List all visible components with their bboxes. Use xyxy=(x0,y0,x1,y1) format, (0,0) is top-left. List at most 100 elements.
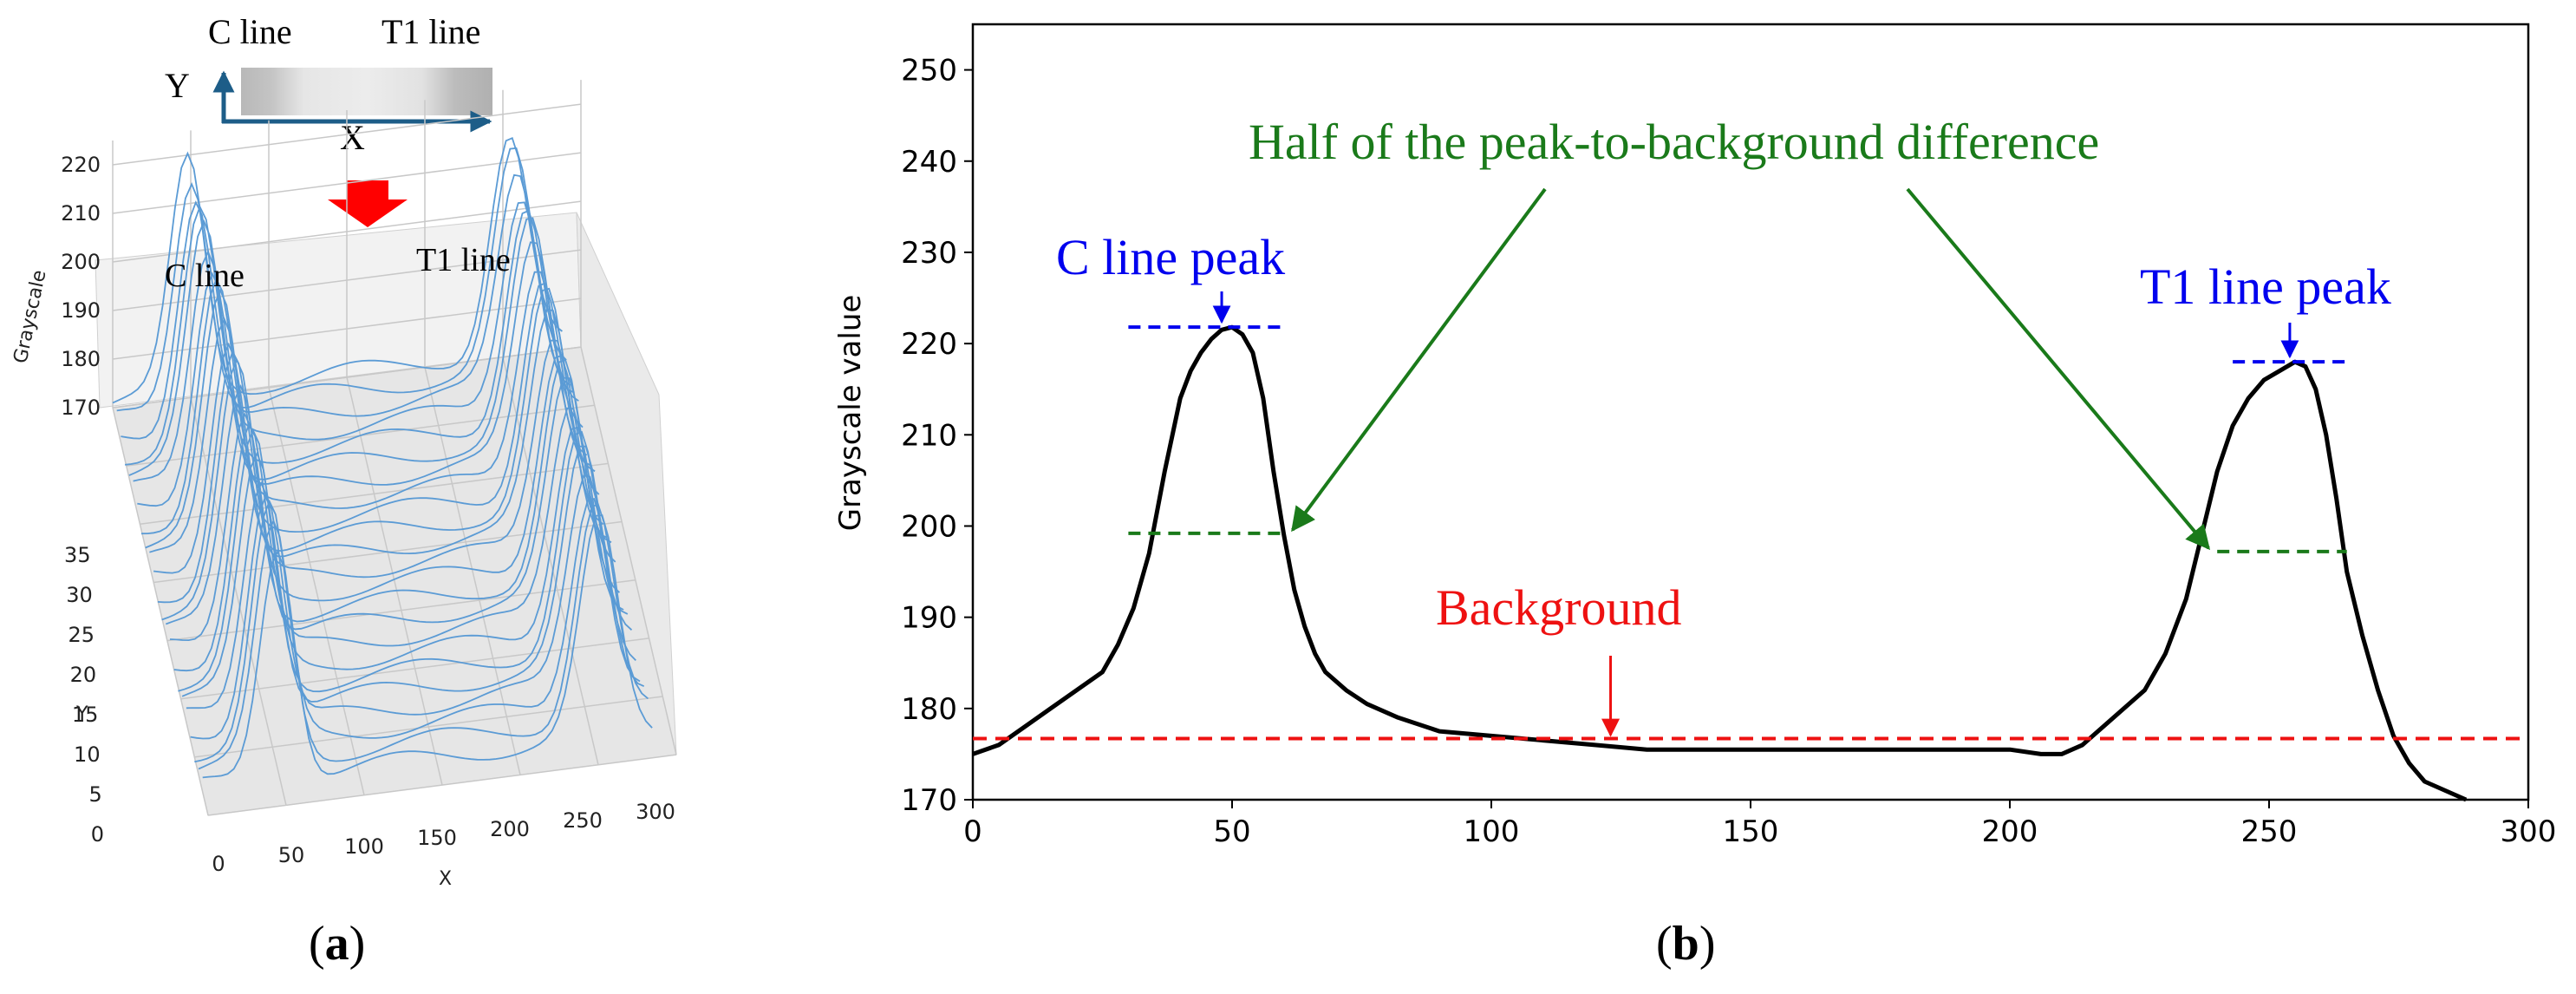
grid-line xyxy=(194,696,663,758)
axis-tick-label: 300 xyxy=(636,800,675,824)
axis-tick-label: 35 xyxy=(64,543,91,567)
y-tick-label: 240 xyxy=(901,145,957,180)
axis-tick-label: 30 xyxy=(66,583,93,607)
x-tick-label: 0 xyxy=(963,814,982,849)
grayscale-profile-line xyxy=(972,324,2468,802)
axis-tick-label: 15 xyxy=(72,703,99,727)
background-annotation: Background xyxy=(1436,579,1682,636)
y-tick-label: 170 xyxy=(901,783,957,818)
surface-profile-line xyxy=(161,354,612,621)
surface-profile-line xyxy=(125,201,575,466)
grayscale-surface xyxy=(112,136,653,779)
surface-profile-line xyxy=(128,209,579,476)
surface-3d-plot: C line T1 line Grayscale Y X 170 180 190 20… xyxy=(10,80,677,890)
x-tick-label: 200 xyxy=(1982,814,2038,849)
surface-profile-line xyxy=(157,339,608,604)
c-half-arrow xyxy=(1291,187,1547,533)
surface-profile-line xyxy=(116,147,567,412)
grid-line xyxy=(166,579,636,642)
axis-tick-label: 50 xyxy=(278,843,305,867)
x-tick-label: 250 xyxy=(2241,814,2298,849)
test-strip-image xyxy=(241,68,492,115)
plot-c-line-label: C line xyxy=(165,258,245,294)
half-annotation: Half of the peak-to-background differenc… xyxy=(1249,114,2099,170)
grid-line xyxy=(180,638,649,700)
surface-profile-line xyxy=(178,426,629,692)
surface-profile-line xyxy=(190,474,641,740)
y-tick-label: 210 xyxy=(901,418,957,453)
grid-line xyxy=(190,397,287,806)
panel-a: C line T1 line Y X C line T1 line Graysc… xyxy=(10,12,677,971)
strip-c-line-label: C line xyxy=(208,12,292,51)
axis-tick-label: 250 xyxy=(563,808,603,833)
surface-profile-line xyxy=(169,376,621,642)
y-tick-label: 190 xyxy=(901,601,957,636)
x-tick-label: 300 xyxy=(2501,814,2557,849)
axis-tick-label: 20 xyxy=(70,663,97,687)
plot-t1-line-label: T1 line xyxy=(416,242,511,278)
axis-tick-label: 150 xyxy=(417,826,457,850)
y-axis-label: Y xyxy=(75,703,88,725)
x-tick-label: 100 xyxy=(1464,814,1520,849)
surface-profile-line xyxy=(133,217,584,482)
y-tick-label: 200 xyxy=(901,509,957,544)
z-axis-label: Grayscale xyxy=(10,268,50,365)
axis-tick-label: 200 xyxy=(490,817,530,841)
grid-line xyxy=(112,152,582,214)
surface-profile-line xyxy=(198,503,649,770)
surface-profile-line xyxy=(181,430,633,697)
grid-line xyxy=(112,298,582,360)
strip-y-axis-label: Y xyxy=(165,66,190,105)
red-down-arrow-icon xyxy=(328,180,408,227)
x-axis-label: X xyxy=(439,868,452,890)
y-tick-label: 250 xyxy=(901,54,957,88)
y-tick-label: 220 xyxy=(901,327,957,362)
c-peak-annotation: C line peak xyxy=(1056,229,1285,285)
grid-line xyxy=(580,346,677,755)
axis-tick-label: 0 xyxy=(91,822,104,847)
surface-profile-line xyxy=(112,136,563,404)
surface-profile-line xyxy=(173,407,624,672)
strip-t1-line-label: T1 line xyxy=(382,12,480,51)
surface-profile-line xyxy=(194,497,645,763)
y-axis-title: Grayscale value xyxy=(833,295,868,532)
axis-tick-label: 190 xyxy=(61,298,101,323)
t1-half-arrow xyxy=(1906,187,2211,551)
strip-x-axis-label: X xyxy=(340,118,365,157)
grid-line xyxy=(112,200,582,263)
grid-line xyxy=(268,387,365,795)
surface-profile-line xyxy=(153,309,604,574)
surface-profile-line xyxy=(186,445,636,710)
x-tick-label: 150 xyxy=(1723,814,1779,849)
y-tick-label: 230 xyxy=(901,236,957,271)
y-axis-ticks: 0 5 10 15 20 25 30 35 xyxy=(64,543,104,847)
axis-tick-label: 170 xyxy=(61,396,101,420)
grid-line xyxy=(112,249,582,311)
z-axis-ticks: 170 180 190 200 210 220 xyxy=(61,153,101,420)
axis-tick-label: 220 xyxy=(61,153,101,177)
surface-profile-line xyxy=(202,514,653,779)
axis-tick-label: 100 xyxy=(344,834,384,859)
grid-line xyxy=(502,356,599,765)
x-tick-label: 50 xyxy=(1213,814,1250,849)
axis-tick-label: 180 xyxy=(61,347,101,371)
surface-profile-line xyxy=(145,282,596,549)
surface-profile-line xyxy=(165,358,616,625)
grid-line xyxy=(346,376,443,786)
panel-a-label: (a) xyxy=(309,917,365,971)
axis-ticks: 0 50 100 150 200 250 300 170 180 190 200 210 220 230 2… xyxy=(901,54,2556,849)
axis-tick-label: 200 xyxy=(61,250,101,274)
axis-tick-label: 25 xyxy=(68,623,95,647)
grid-line xyxy=(112,407,209,816)
surface-profile-line xyxy=(137,241,588,507)
surface-profile-line xyxy=(149,287,600,553)
grid-line xyxy=(112,103,582,166)
grid-line xyxy=(207,754,677,816)
surface-profile-line xyxy=(140,271,591,535)
surface-profile-line xyxy=(121,173,571,440)
panel-b: 0 50 100 150 200 250 300 170 180 190 200 210 220 230 2… xyxy=(833,23,2556,971)
axis-tick-label: 210 xyxy=(61,201,101,226)
x-axis-ticks: 0 50 100 150 200 250 300 xyxy=(212,800,675,876)
axis-tick-label: 0 xyxy=(212,852,225,876)
y-tick-label: 180 xyxy=(901,692,957,727)
